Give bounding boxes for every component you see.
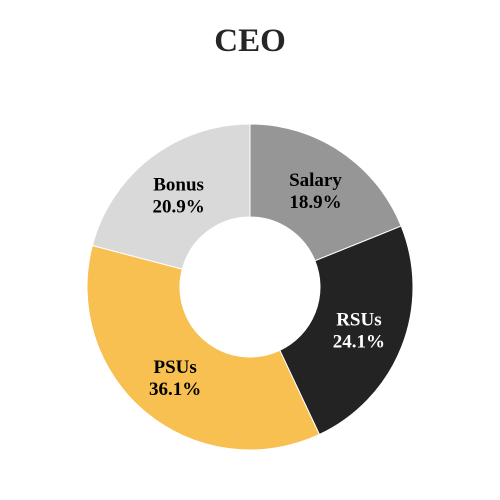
slice-label-salary: Salary 18.9% (289, 170, 342, 213)
slice-psus (86, 244, 321, 451)
slice-label-rsus: RSUs 24.1% (333, 310, 385, 353)
slice-name-salary: Salary (289, 170, 342, 191)
slice-rsus (279, 225, 414, 436)
slice-name-rsus: RSUs (336, 310, 381, 331)
slice-name-psus: PSUs (153, 357, 196, 378)
slice-value-psus: 36.1% (149, 379, 201, 400)
slice-labels: Salary 18.9% RSUs 24.1% PSUs 36.1% Bonus 20.9% (149, 170, 385, 400)
slice-value-salary: 18.9% (289, 192, 341, 213)
slice-label-psus: PSUs 36.1% (149, 357, 201, 400)
slice-value-bonus: 20.9% (152, 196, 204, 217)
donut-slices (86, 123, 414, 451)
chart-title: CEO (214, 23, 286, 59)
slice-label-bonus: Bonus 20.9% (152, 174, 204, 217)
slice-bonus (91, 123, 251, 270)
slice-name-bonus: Bonus (153, 174, 204, 195)
slice-value-rsus: 24.1% (333, 332, 385, 353)
slice-salary (249, 123, 402, 262)
